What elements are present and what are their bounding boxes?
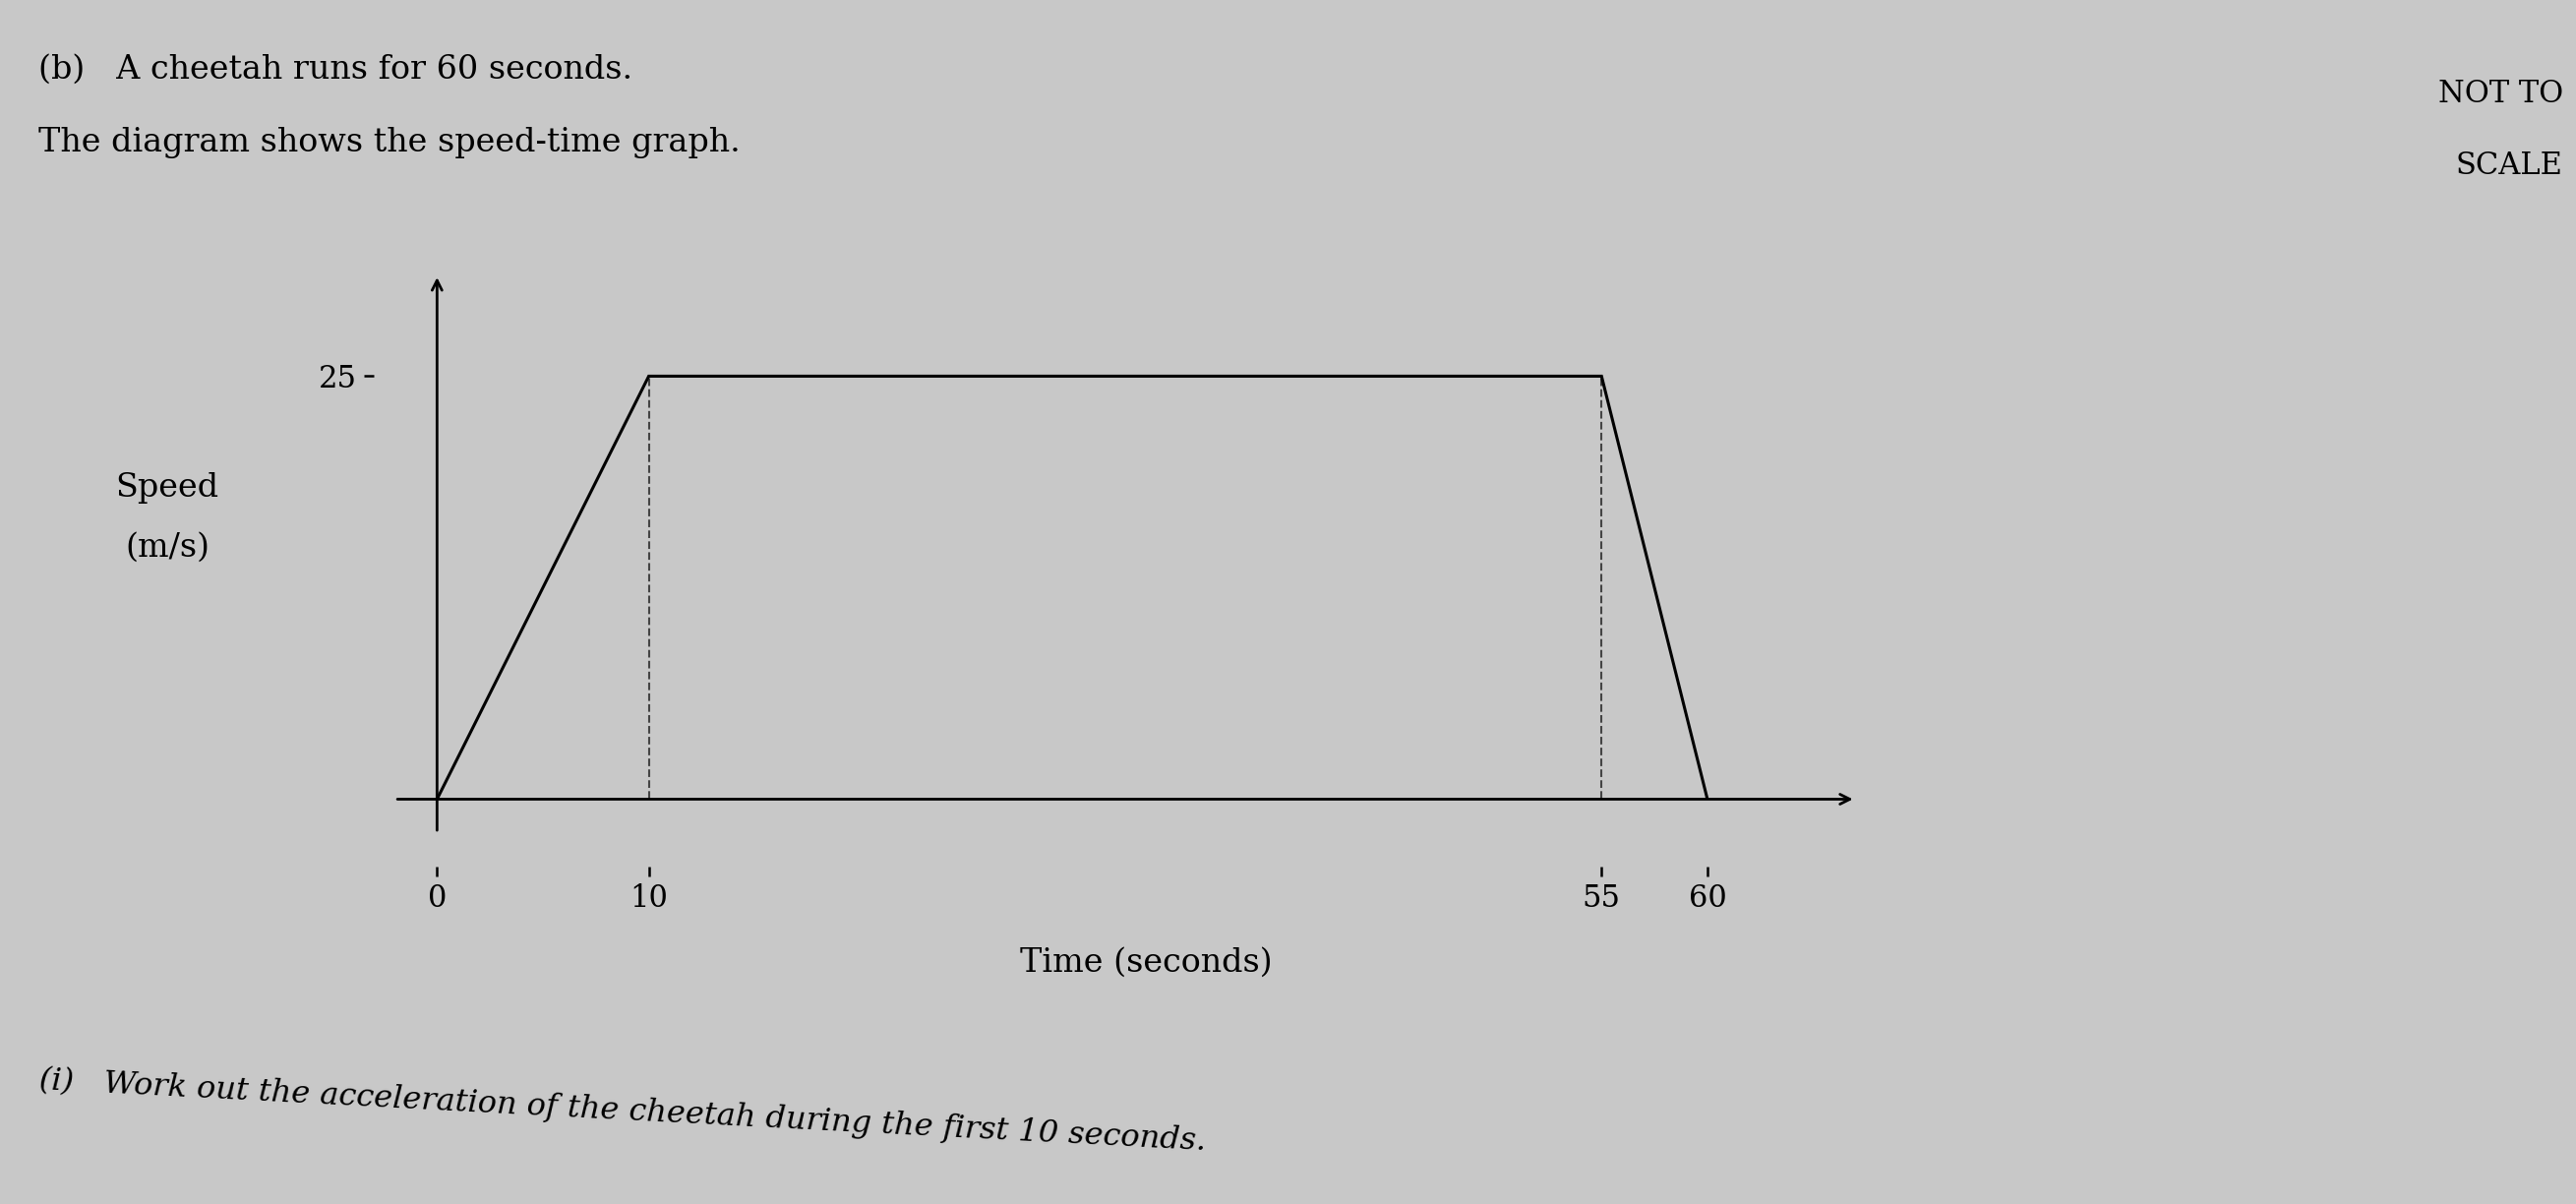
- Text: SCALE: SCALE: [2455, 150, 2563, 181]
- Text: The diagram shows the speed-time graph.: The diagram shows the speed-time graph.: [39, 126, 742, 158]
- Text: Speed: Speed: [116, 472, 219, 503]
- Text: Time (seconds): Time (seconds): [1020, 948, 1273, 979]
- Text: (m/s): (m/s): [126, 532, 209, 563]
- Text: (i)   Work out the acceleration of the cheetah during the first 10 seconds.: (i) Work out the acceleration of the che…: [39, 1066, 1208, 1157]
- Text: (b)   A cheetah runs for 60 seconds.: (b) A cheetah runs for 60 seconds.: [39, 54, 634, 85]
- Text: NOT TO: NOT TO: [2437, 78, 2563, 108]
